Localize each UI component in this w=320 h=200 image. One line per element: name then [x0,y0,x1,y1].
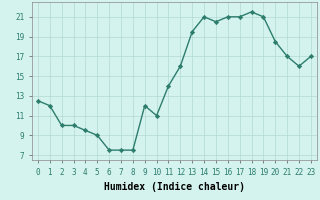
X-axis label: Humidex (Indice chaleur): Humidex (Indice chaleur) [104,182,245,192]
